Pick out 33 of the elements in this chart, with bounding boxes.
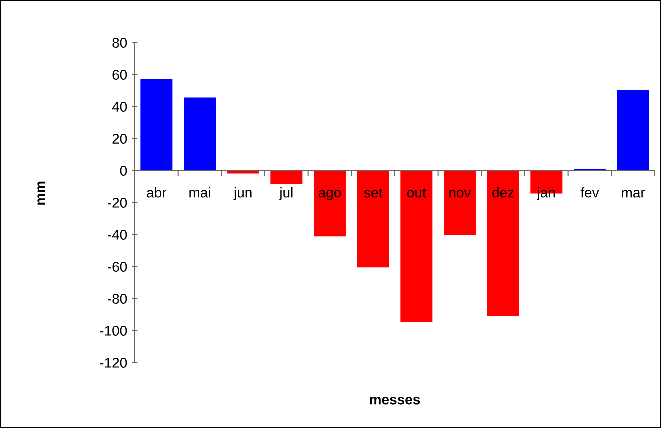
bar: [444, 170, 476, 236]
x-tick-label: nov: [450, 190, 472, 198]
bar: [140, 79, 173, 171]
bar: [184, 98, 216, 171]
bar: [357, 170, 390, 268]
y-tick-label: -20: [108, 198, 128, 208]
y-tick-label: -120: [100, 358, 128, 368]
y-tick-label: -80: [108, 294, 128, 304]
y-tick-label: -60: [108, 262, 128, 272]
x-tick-label: jul: [279, 188, 293, 201]
y-tick-label: -40: [108, 230, 128, 240]
y-tick-label: 40: [112, 102, 128, 112]
x-axis-title: messes: [370, 397, 420, 405]
y-tick-label: 20: [112, 134, 128, 144]
y-tick-label: 80: [112, 38, 128, 48]
bar: [400, 170, 433, 322]
x-tick-label: jun: [234, 188, 252, 201]
bar: [270, 170, 303, 184]
x-tick-label: set: [364, 188, 383, 198]
y-tick-label: 0: [120, 166, 128, 176]
y-axis-title: mm: [38, 182, 46, 205]
x-tick-label: mar: [622, 190, 646, 198]
x-tick-label: fev: [580, 188, 600, 198]
bar: [487, 170, 520, 316]
bar: [314, 170, 346, 237]
y-tick-label: 60: [112, 70, 128, 80]
bar: [617, 90, 650, 171]
x-tick-label: abr: [147, 188, 167, 198]
x-tick-label: mai: [190, 188, 210, 198]
y-tick-label: -100: [100, 326, 128, 336]
x-tick-label: dez: [492, 188, 514, 198]
x-tick-label: ago: [318, 190, 342, 201]
x-tick-label: out: [408, 188, 426, 198]
